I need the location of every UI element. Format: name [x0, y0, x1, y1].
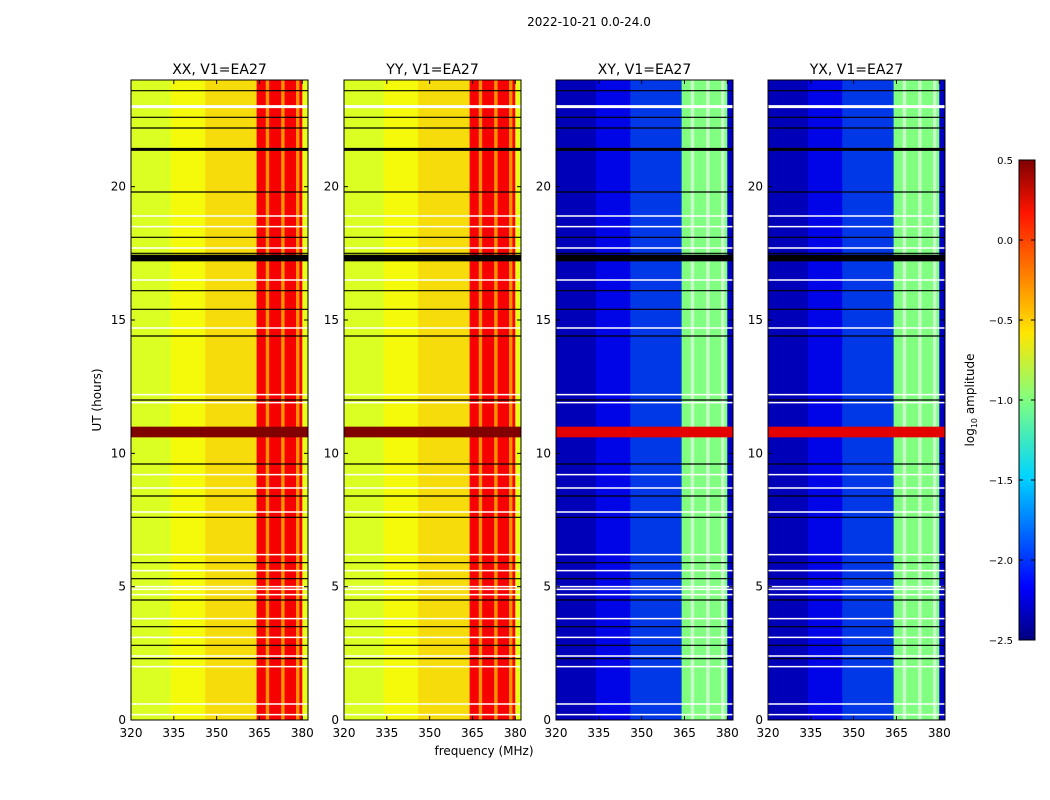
colorbar-label: log10 amplitude: [963, 354, 979, 447]
colorbar: 0.5 0.0 −0.5 −1.0 −1.5 −2.0 −2.5 log10 amplitu…: [963, 156, 1036, 647]
y-tick-label: 15: [536, 313, 551, 327]
figure-suptitle: 2022-10-21 0.0-24.0: [527, 15, 651, 29]
strong-rfi-stripe: [768, 426, 945, 438]
y-tick-label: 10: [748, 446, 763, 460]
y-tick-label: 15: [748, 313, 763, 327]
heatmap-body: [131, 80, 308, 720]
y-tick-label: 10: [324, 446, 339, 460]
x-tick-label: 380: [716, 726, 739, 740]
strong-rfi-stripe: [344, 426, 521, 438]
y-tick-label: 0: [543, 713, 551, 727]
x-tick-label: 365: [673, 726, 696, 740]
x-tick-label: 365: [885, 726, 908, 740]
y-tick-label: 15: [324, 313, 339, 327]
panel-4: YX, V1=EA27 320 335 350 365 380 0 5 10 15 20: [748, 62, 951, 740]
colorbar-tick-label: −1.0: [989, 396, 1013, 407]
x-tick-label: 335: [162, 726, 185, 740]
colorbar-tick-label: 0.0: [997, 236, 1013, 247]
y-tick-label: 0: [755, 713, 763, 727]
strong-rfi-stripe: [556, 426, 733, 438]
flag-block-black: [768, 254, 945, 262]
flag-block-black: [556, 254, 733, 262]
colorbar-tick-label: −0.5: [989, 316, 1013, 327]
x-tick-label: 365: [248, 726, 271, 740]
y-tick-label: 5: [755, 580, 763, 594]
heatmap-body: [556, 80, 733, 720]
x-tick-label: 350: [418, 726, 441, 740]
panel-frame: [343, 79, 522, 721]
y-tick-label: 5: [118, 580, 126, 594]
panel-title: XX, V1=EA27: [172, 62, 267, 78]
flag-block-black: [131, 254, 308, 262]
panel-1: XX, V1=EA27 320 335 350 365 380 0 5 10 15 20: [111, 62, 314, 740]
flag-block-black: [344, 254, 521, 262]
y-tick-label: 10: [111, 446, 126, 460]
y-axis-label: UT (hours): [90, 368, 104, 431]
heatmap-body: [768, 80, 945, 720]
panel-title: XY, V1=EA27: [598, 62, 692, 78]
x-tick-label: 335: [587, 726, 610, 740]
x-tick-label: 335: [375, 726, 398, 740]
x-tick-label: 380: [504, 726, 527, 740]
y-tick-label: 20: [111, 180, 126, 194]
x-axis-label: frequency (MHz): [434, 744, 533, 758]
colorbar-tick-label: 0.5: [997, 156, 1013, 167]
x-tick-label: 335: [799, 726, 822, 740]
colorbar-tick-label: −2.0: [989, 556, 1013, 567]
y-tick-label: 20: [748, 180, 763, 194]
x-tick-label: 320: [120, 726, 143, 740]
y-tick-label: 5: [331, 580, 339, 594]
strong-rfi-stripe: [131, 426, 308, 438]
x-tick-label: 320: [333, 726, 356, 740]
x-tick-label: 365: [461, 726, 484, 740]
panel-3: XY, V1=EA27 320 335 350 365 380 0 5 10 15 20: [536, 62, 739, 740]
y-tick-label: 5: [543, 580, 551, 594]
x-tick-label: 350: [842, 726, 865, 740]
panel-title: YY, V1=EA27: [385, 62, 478, 78]
y-tick-label: 20: [536, 180, 551, 194]
panel-frame: [767, 79, 946, 721]
y-tick-label: 15: [111, 313, 126, 327]
y-tick-label: 10: [536, 446, 551, 460]
panel-frame: [555, 79, 734, 721]
y-tick-label: 20: [324, 180, 339, 194]
heatmap-body: [344, 80, 521, 720]
x-tick-label: 350: [630, 726, 653, 740]
panel-title: YX, V1=EA27: [809, 62, 904, 78]
y-tick-label: 0: [331, 713, 339, 727]
x-tick-label: 320: [757, 726, 780, 740]
panel-2: YY, V1=EA27 320 335 350 365 380 0 5 10 15 20: [324, 62, 527, 740]
x-tick-label: 380: [291, 726, 314, 740]
colorbar-tick-label: −1.5: [989, 476, 1013, 487]
x-tick-label: 350: [205, 726, 228, 740]
colorbar-tick-label: −2.5: [989, 636, 1013, 647]
y-tick-label: 0: [118, 713, 126, 727]
x-tick-label: 320: [545, 726, 568, 740]
panel-frame: [130, 79, 309, 721]
x-tick-label: 380: [928, 726, 951, 740]
